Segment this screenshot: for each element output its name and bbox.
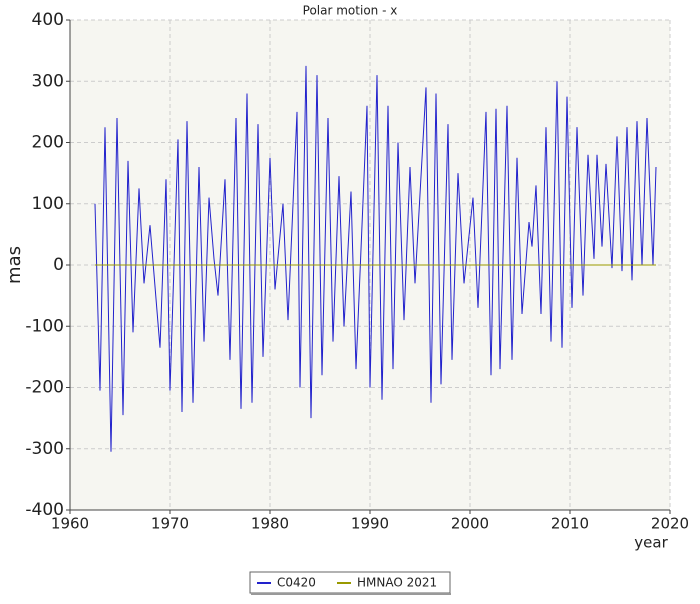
y-tick-label: -200 [25,378,64,398]
legend-label: HMNAO 2021 [357,576,437,590]
legend: C0420 HMNAO 2021 [249,571,451,595]
x-tick-label: 1960 [51,515,89,533]
y-tick-label: -300 [25,439,64,459]
x-tick-label: 2020 [651,515,689,533]
y-tick-label: 400 [32,10,64,30]
y-tick-label: 0 [53,255,64,275]
y-tick-label: 300 [32,71,64,91]
x-tick-label: 1990 [351,515,389,533]
y-tick-label: 200 [32,133,64,153]
series-line [94,65,657,452]
y-tick-label: -400 [25,500,64,520]
chart-title: Polar motion - x [303,4,398,18]
y-axis-label: mas [4,246,25,284]
x-tick-label: 2000 [451,515,489,533]
legend-label: C0420 [277,576,316,590]
x-tick-label: 2010 [551,515,589,533]
y-tick-label: -100 [25,316,64,336]
x-axis-label: year [634,534,668,552]
x-tick-label: 1980 [251,515,289,533]
x-tick-label: 1970 [151,515,189,533]
y-tick-label: 100 [32,194,64,214]
